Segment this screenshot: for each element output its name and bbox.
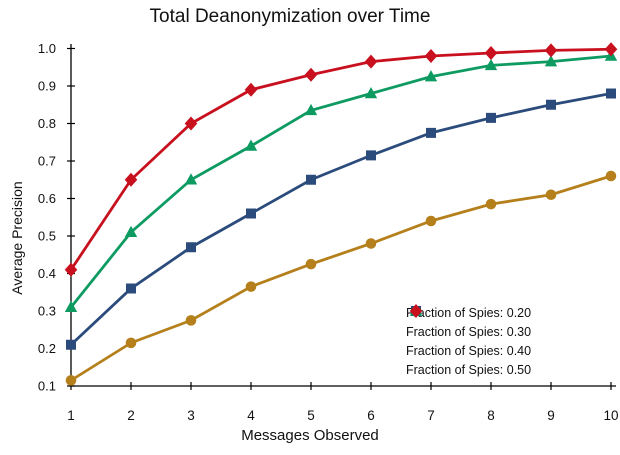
diamond-marker: [424, 49, 438, 63]
legend-label: Fraction of Spies: 0.50: [406, 362, 532, 377]
circle-marker: [425, 215, 437, 227]
y-tick-label: 0.2: [38, 341, 56, 356]
circle-marker: [605, 170, 617, 182]
square-marker: [366, 150, 376, 161]
diamond-marker: [364, 54, 378, 69]
legend: Fraction of Spies: 0.20 Fraction of Spies…: [406, 303, 531, 379]
chart-title: Total Deanonymization over Time: [149, 6, 431, 27]
series-line-3: [69, 47, 612, 271]
circle-marker: [65, 375, 77, 386]
square-marker: [246, 208, 256, 219]
x-tick-label: 5: [307, 408, 315, 423]
triangle-marker: [544, 55, 558, 67]
y-tick-label: 0.8: [38, 116, 56, 131]
legend-item-3: Fraction of Spies: 0.50: [406, 304, 532, 379]
x-axis-label: Messages Observed: [241, 427, 379, 444]
triangle-marker: [364, 87, 378, 99]
series-line-2: [69, 54, 612, 309]
circle-marker: [185, 315, 197, 326]
x-tick-label: 8: [487, 408, 495, 423]
y-tick-label: 0.1: [38, 379, 56, 394]
circle-marker: [245, 281, 257, 292]
legend-item-2: Fraction of Spies: 0.40: [406, 304, 532, 360]
y-tick-label: 1.0: [38, 41, 56, 56]
x-tick-label: 7: [427, 408, 435, 423]
y-tick-label: 0.3: [38, 304, 56, 319]
triangle-marker: [304, 103, 318, 116]
square-marker: [606, 88, 616, 99]
triangle-marker: [244, 139, 258, 151]
legend-label: Fraction of Spies: 0.30: [406, 324, 532, 339]
triangle-marker: [124, 225, 138, 238]
square-marker: [186, 242, 196, 253]
square-marker: [486, 112, 496, 123]
x-tick-label: 4: [247, 408, 255, 423]
legend-label: Fraction of Spies: 0.20: [406, 305, 532, 320]
y-tick-label: 0.9: [38, 79, 56, 94]
square-marker: [126, 283, 136, 294]
circle-marker: [305, 258, 317, 270]
x-tick-label: 2: [127, 408, 135, 423]
triangle-marker: [484, 58, 498, 71]
diamond-marker: [244, 82, 258, 97]
diamond-marker: [124, 172, 138, 187]
x-tick-label: 6: [367, 408, 375, 423]
y-tick-label: 0.5: [38, 229, 56, 244]
triangle-marker: [424, 70, 438, 82]
diamond-marker: [604, 42, 618, 57]
square-marker: [306, 174, 316, 185]
legend-item-1: Fraction of Spies: 0.30: [406, 306, 532, 341]
y-tick-label: 0.6: [38, 191, 56, 206]
diamond-marker: [184, 116, 198, 131]
diamond-legend-icon: [409, 304, 423, 318]
square-marker: [546, 99, 556, 110]
square-marker: [426, 127, 436, 138]
diamond-marker: [64, 262, 78, 277]
x-tick-label: 3: [187, 408, 195, 423]
series-line-0: [70, 174, 612, 382]
circle-marker: [365, 238, 377, 249]
x-tick-label: 10: [603, 408, 618, 423]
series-line-1: [70, 92, 612, 346]
y-tick-label: 0.7: [38, 154, 56, 169]
circle-marker: [545, 189, 557, 201]
diamond-marker: [409, 304, 423, 318]
triangle-marker: [64, 300, 78, 313]
legend-label: Fraction of Spies: 0.40: [406, 343, 532, 358]
circle-marker: [485, 198, 497, 210]
triangle-marker: [184, 173, 198, 185]
square-marker: [66, 339, 76, 350]
circle-marker: [125, 337, 137, 349]
y-tick-label: 0.4: [38, 266, 56, 281]
diamond-marker: [544, 43, 558, 58]
x-tick-label: 9: [547, 408, 555, 423]
diamond-marker: [484, 46, 498, 60]
diamond-marker: [304, 67, 318, 82]
x-tick-label: 1: [67, 408, 75, 423]
